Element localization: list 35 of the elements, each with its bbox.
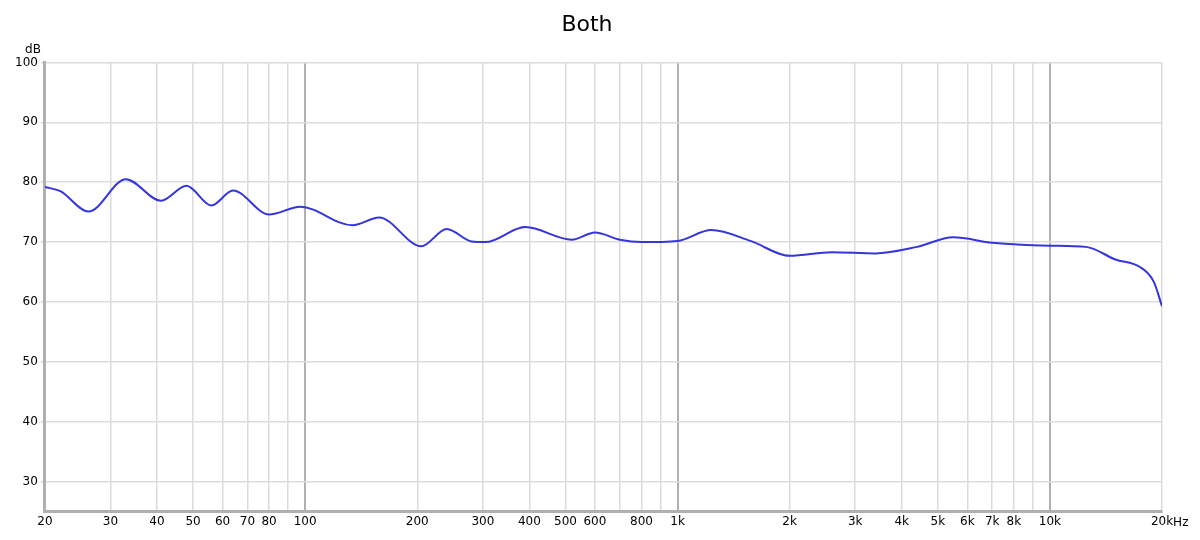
x-tick-label: 80 xyxy=(261,513,277,528)
x-tick-label: 30 xyxy=(102,513,119,528)
y-tick-label: 50 xyxy=(22,353,38,368)
x-tick-label: 10k xyxy=(1038,513,1062,528)
x-tick-label: 100 xyxy=(293,513,317,528)
y-tick-label: 70 xyxy=(22,234,38,249)
x-tick-label: 20k xyxy=(1150,513,1174,528)
y-tick-label: 60 xyxy=(22,294,38,309)
x-tick-label: 300 xyxy=(471,513,495,528)
y-tick-label: 90 xyxy=(22,114,38,129)
x-tick-label: 600 xyxy=(583,513,607,528)
x-tick-label: 5k xyxy=(930,513,946,528)
x-tick-label: 2k xyxy=(782,513,797,528)
x-tick-label: 1k xyxy=(670,513,685,528)
x-tick-label: 4k xyxy=(894,513,910,528)
y-tick-label: 80 xyxy=(22,174,38,189)
y-tick-label: 30 xyxy=(22,473,38,488)
x-tick-label: 3k xyxy=(847,513,863,528)
x-tick-label: 7k xyxy=(984,513,1000,528)
x-tick-label: 800 xyxy=(630,513,653,528)
x-tick-label: 8k xyxy=(1006,513,1022,528)
y-tick-label: 40 xyxy=(22,413,38,428)
x-tick-label: 500 xyxy=(554,513,577,528)
x-tick-label: 70 xyxy=(239,513,256,528)
y-tick-label: 100 xyxy=(15,54,38,69)
y-axis-title: dB xyxy=(25,41,41,56)
x-axis-title: Hz xyxy=(1173,514,1189,529)
x-tick-label: 20 xyxy=(37,513,53,528)
x-tick-label: 200 xyxy=(405,513,429,528)
x-tick-label: 50 xyxy=(185,513,201,528)
x-tick-label: 400 xyxy=(517,513,541,528)
chart-title: Both xyxy=(561,10,613,36)
x-tick-label: 40 xyxy=(149,513,165,528)
x-tick-label: 60 xyxy=(214,513,231,528)
x-tick-label: 6k xyxy=(960,513,975,528)
